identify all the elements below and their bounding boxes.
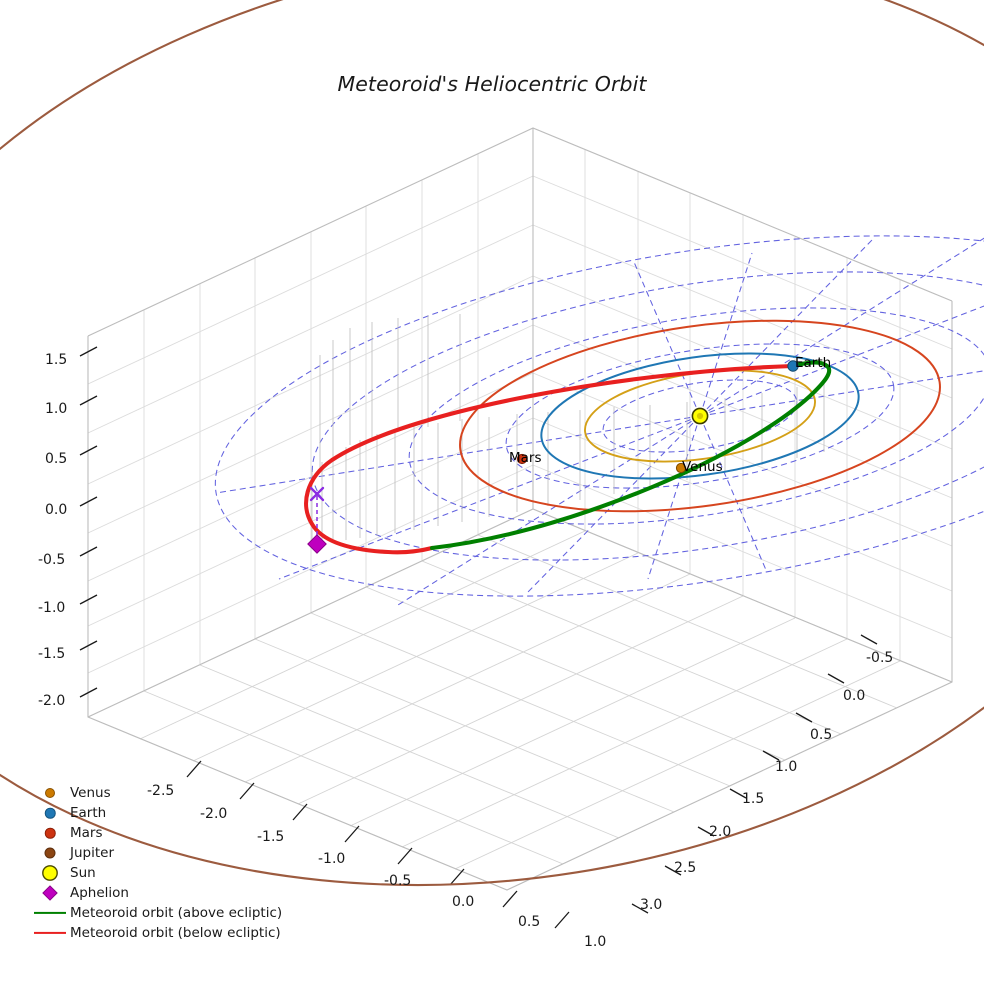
z-tick-label: 1.5 <box>45 352 68 368</box>
earth-orbit <box>540 352 860 480</box>
legend-item-jupiter: Jupiter <box>30 843 288 863</box>
z-tick-label: 0.0 <box>45 502 68 518</box>
earth-marker <box>787 360 799 372</box>
y-tick-label: 3.0 <box>640 897 663 913</box>
legend-label: Meteoroid orbit (below ecliptic) <box>70 925 281 941</box>
red-line-icon <box>30 923 70 943</box>
aphelion-diamond-marker <box>307 534 327 554</box>
z-tick-label: -0.5 <box>38 552 66 568</box>
polar-grid <box>214 235 984 606</box>
legend-item-venus: Venus <box>30 783 288 803</box>
legend-item-earth: Earth <box>30 803 288 823</box>
x-tick-label: 1.0 <box>584 934 607 950</box>
sun-marker <box>691 407 709 425</box>
green-line-icon <box>30 903 70 923</box>
x-tick-label: 0.5 <box>518 914 541 930</box>
sun-dot-icon <box>30 863 70 883</box>
x-tick-label: -1.0 <box>318 851 346 867</box>
z-tick-label: -2.0 <box>38 693 66 709</box>
earth-label: Earth <box>795 355 832 371</box>
meteoroid-orbit-below-ecliptic <box>304 363 796 555</box>
axes-box-edges <box>87 127 953 891</box>
legend-item-aphelion: Aphelion <box>30 883 288 903</box>
mars-orbit <box>459 319 941 513</box>
y-tick-label: 0.0 <box>843 688 866 704</box>
x-tick-label: -2.0 <box>200 806 228 822</box>
legend: Venus Earth Mars Jupiter Sun <box>30 783 288 943</box>
mars-label: Mars <box>509 450 542 466</box>
aphelion-diamond-icon <box>30 883 70 903</box>
y-tick-label: 2.5 <box>674 860 697 876</box>
z-tick-label: -1.0 <box>38 600 66 616</box>
legend-label: Jupiter <box>70 845 115 861</box>
x-tick-label: -1.5 <box>257 829 285 845</box>
axes-3d-panes <box>87 127 953 891</box>
y-tick-label: -0.5 <box>866 650 894 666</box>
y-tick-label: 2.0 <box>709 824 732 840</box>
legend-item-orbit-above: Meteoroid orbit (above ecliptic) <box>30 903 288 923</box>
venus-marker <box>675 462 687 474</box>
venus-dot-icon <box>30 783 70 803</box>
z-tick-label: -1.5 <box>38 646 66 662</box>
z-tick-label: 1.0 <box>45 401 68 417</box>
x-tick-label: -2.5 <box>147 783 175 799</box>
legend-item-mars: Mars <box>30 823 288 843</box>
mars-marker <box>516 453 528 465</box>
planet-markers <box>516 360 799 474</box>
legend-item-sun: Sun <box>30 863 288 883</box>
page-title: Meteoroid's Heliocentric Orbit <box>337 72 647 96</box>
legend-label: Venus <box>70 785 111 801</box>
z-tick-label: 0.5 <box>45 451 68 467</box>
legend-label: Earth <box>70 805 107 821</box>
aphelion-projection-x-icon <box>309 486 325 502</box>
legend-label: Mars <box>70 825 103 841</box>
venus-label: Venus <box>682 459 723 475</box>
x-tick-label: -0.5 <box>384 873 412 889</box>
y-tick-label: 0.5 <box>810 727 833 743</box>
jupiter-dot-icon <box>30 843 70 863</box>
y-tick-label: 1.5 <box>742 791 765 807</box>
legend-label: Sun <box>70 865 96 881</box>
legend-item-orbit-below: Meteoroid orbit (below ecliptic) <box>30 923 288 943</box>
meteoroid-orbit-above-ecliptic <box>429 360 832 551</box>
axis-tick-marks <box>79 346 878 929</box>
earth-dot-icon <box>30 803 70 823</box>
mars-dot-icon <box>30 823 70 843</box>
aphelion-group <box>307 486 327 554</box>
x-tick-label: 0.0 <box>452 894 475 910</box>
y-tick-label: 1.0 <box>775 759 798 775</box>
legend-label: Meteoroid orbit (above ecliptic) <box>70 905 283 921</box>
legend-label: Aphelion <box>70 885 129 901</box>
